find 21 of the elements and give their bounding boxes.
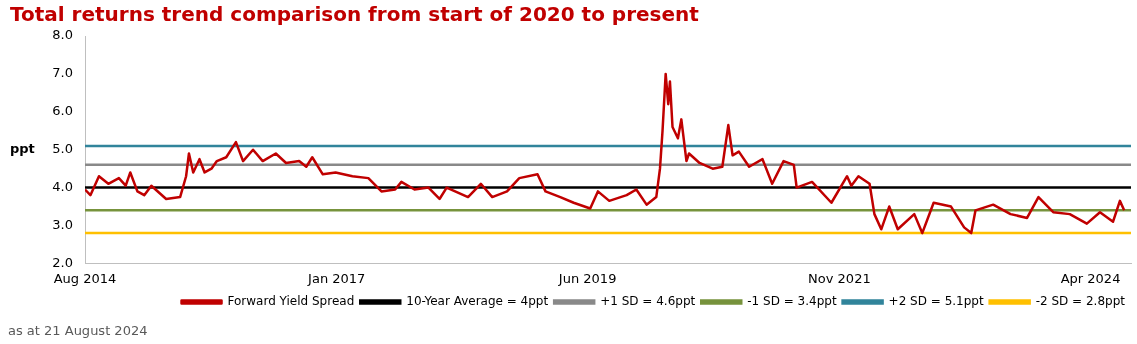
legend-label: -2 SD = 2.8ppt [1035,294,1126,309]
legend-label: 10-Year Average = 4ppt [406,294,549,309]
x-tick-label: Jun 2019 [557,270,617,286]
legend-label: +2 SD = 5.1ppt [888,294,984,309]
y-tick-label: 5.0 [52,141,73,157]
legend-label: +1 SD = 4.6ppt [600,294,696,309]
y-tick-label: 8.0 [52,27,73,43]
legend-label: Forward Yield Spread [227,294,355,309]
legend-label: -1 SD = 3.4ppt [747,294,837,309]
x-tick-label: Jan 2017 [307,270,366,286]
y-tick-label: 3.0 [52,216,73,232]
y-axis-title: ppt [10,141,35,157]
x-tick-label: Nov 2021 [808,270,871,286]
y-tick-label: 7.0 [52,65,73,81]
text: as at 21 August 2024 [8,323,148,338]
y-tick-label: 4.0 [52,178,73,194]
y-tick-label: 2.0 [52,254,73,270]
x-tick-label: Apr 2024 [1060,270,1121,286]
x-tick-label: Aug 2014 [53,270,117,286]
chart-title: Total returns trend comparison from start of 2020 to present [10,2,700,27]
y-tick-label: 6.0 [52,103,73,119]
